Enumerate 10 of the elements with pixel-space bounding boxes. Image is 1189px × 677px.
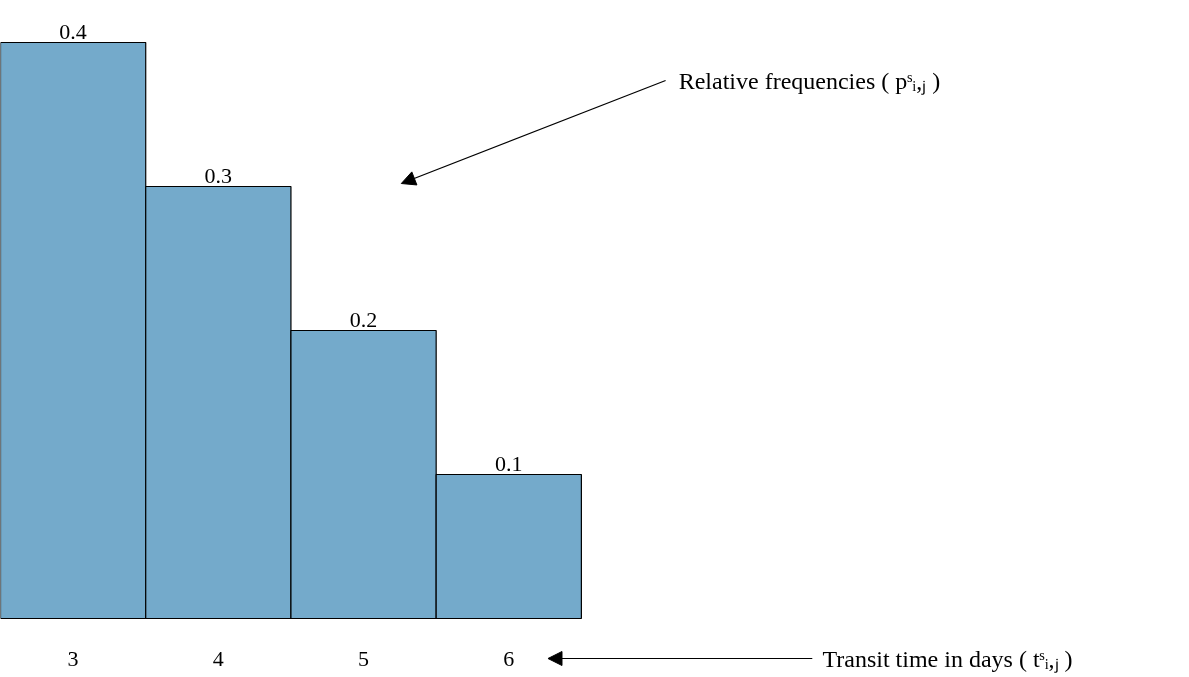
data-label: 0.2 xyxy=(349,306,378,332)
x-tick-label: 5 xyxy=(358,645,370,671)
x-tick-label: 4 xyxy=(212,645,224,671)
data-label: 0.1 xyxy=(495,450,523,476)
text: Transit time in days ( tˢᵢ,ⱼ ) xyxy=(822,645,1073,673)
x-tick-label: 6 xyxy=(503,645,515,671)
text: Relative frequencies ( pˢᵢ,ⱼ ) xyxy=(678,67,941,95)
data-label: 0.3 xyxy=(204,162,233,188)
x-tick-label: 3 xyxy=(67,645,79,671)
data-label: 0.4 xyxy=(59,18,87,44)
